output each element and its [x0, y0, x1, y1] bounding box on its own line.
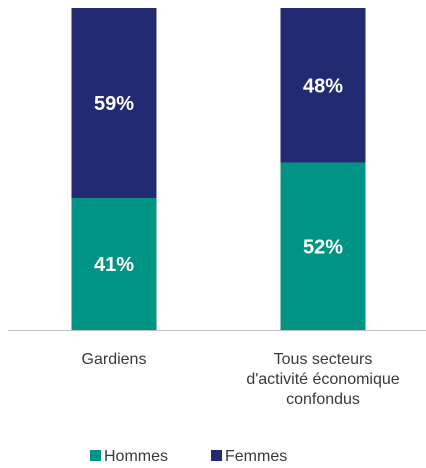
bar-hommes-0: [71, 197, 157, 330]
data-label-hommes-1: 52%: [303, 236, 343, 258]
legend: Hommes Femmes: [90, 448, 287, 465]
x-tick-labels: Gardiens Tous secteurs d'activité économiq…: [82, 351, 400, 408]
x-tick-label-line: Tous secteurs: [274, 351, 373, 368]
data-label-femmes-1: 48%: [303, 75, 343, 97]
x-tick-label-1: Tous secteurs d'activité économique confon…: [246, 351, 399, 408]
x-tick-label-line: Gardiens: [82, 351, 147, 368]
x-tick-label-line: d'activité économique: [246, 371, 399, 388]
bar-hommes-1: [280, 162, 366, 330]
legend-swatch-hommes: [90, 450, 101, 461]
legend-label-femmes: Femmes: [225, 448, 287, 465]
data-label-femmes-0: 59%: [94, 93, 134, 115]
data-label-hommes-0: 41%: [94, 254, 134, 276]
legend-label-hommes: Hommes: [104, 448, 168, 465]
bar-femmes-1: [280, 8, 366, 163]
bars-layer: 41% 59% 52% 48%: [71, 8, 366, 330]
bar-femmes-0: [71, 8, 157, 198]
x-tick-label-line: confondus: [286, 391, 360, 408]
x-tick-label-0: Gardiens: [82, 351, 147, 368]
legend-swatch-femmes: [211, 450, 222, 461]
